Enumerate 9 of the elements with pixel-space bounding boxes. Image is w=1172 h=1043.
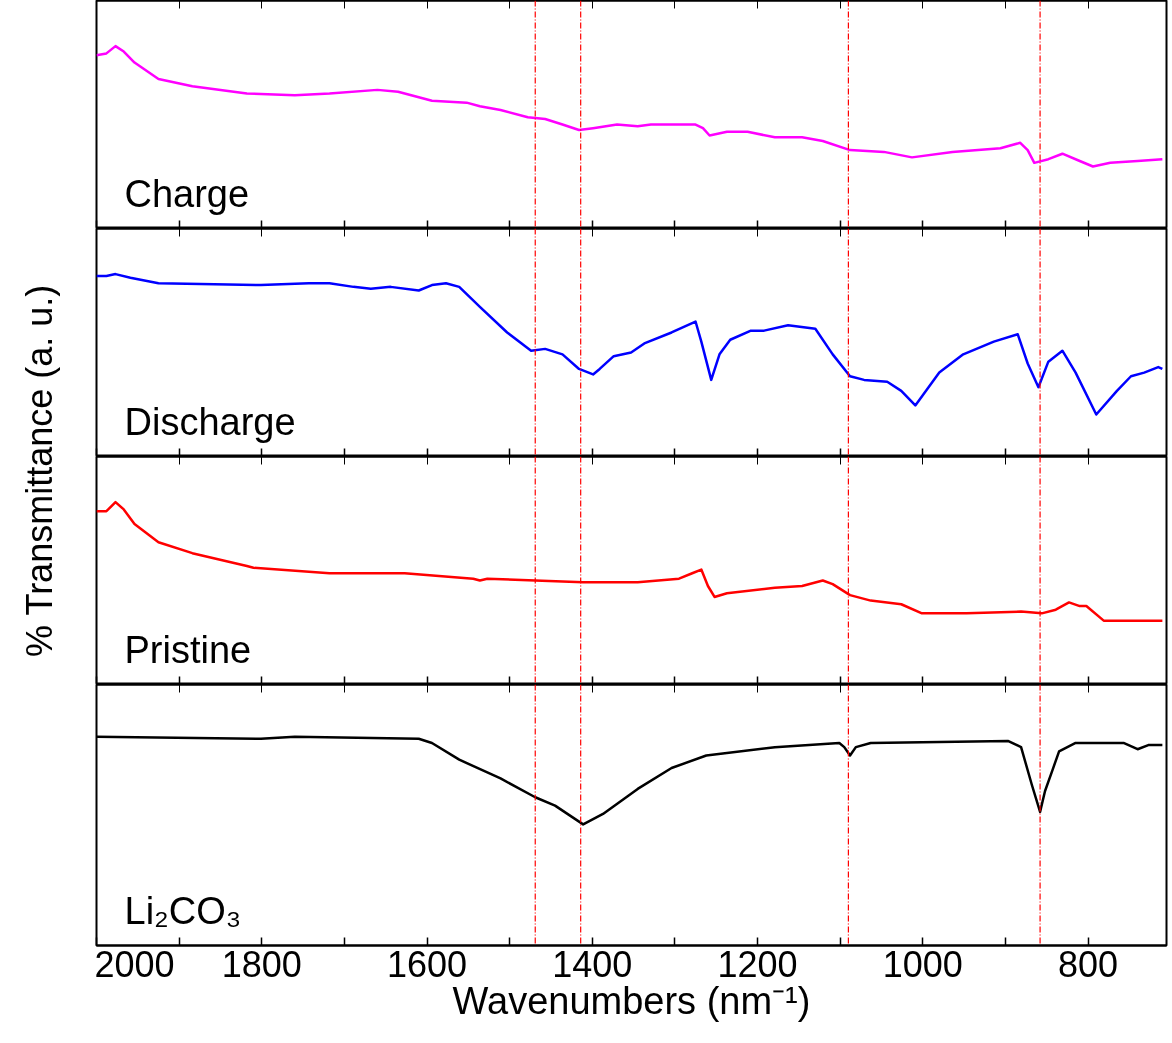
- x-tick-label: 1000: [882, 943, 963, 985]
- y-axis-title: % Transmittance (a. u.): [19, 284, 61, 657]
- text: Li₂CO₃: [124, 889, 242, 932]
- x-tick-label: 1800: [221, 943, 302, 985]
- x-tick-label: 800: [1057, 943, 1119, 985]
- series-label: Pristine: [124, 628, 252, 671]
- text: Charge: [124, 172, 250, 215]
- text: Discharge: [124, 400, 296, 443]
- x-tick-label: 2000: [94, 943, 175, 985]
